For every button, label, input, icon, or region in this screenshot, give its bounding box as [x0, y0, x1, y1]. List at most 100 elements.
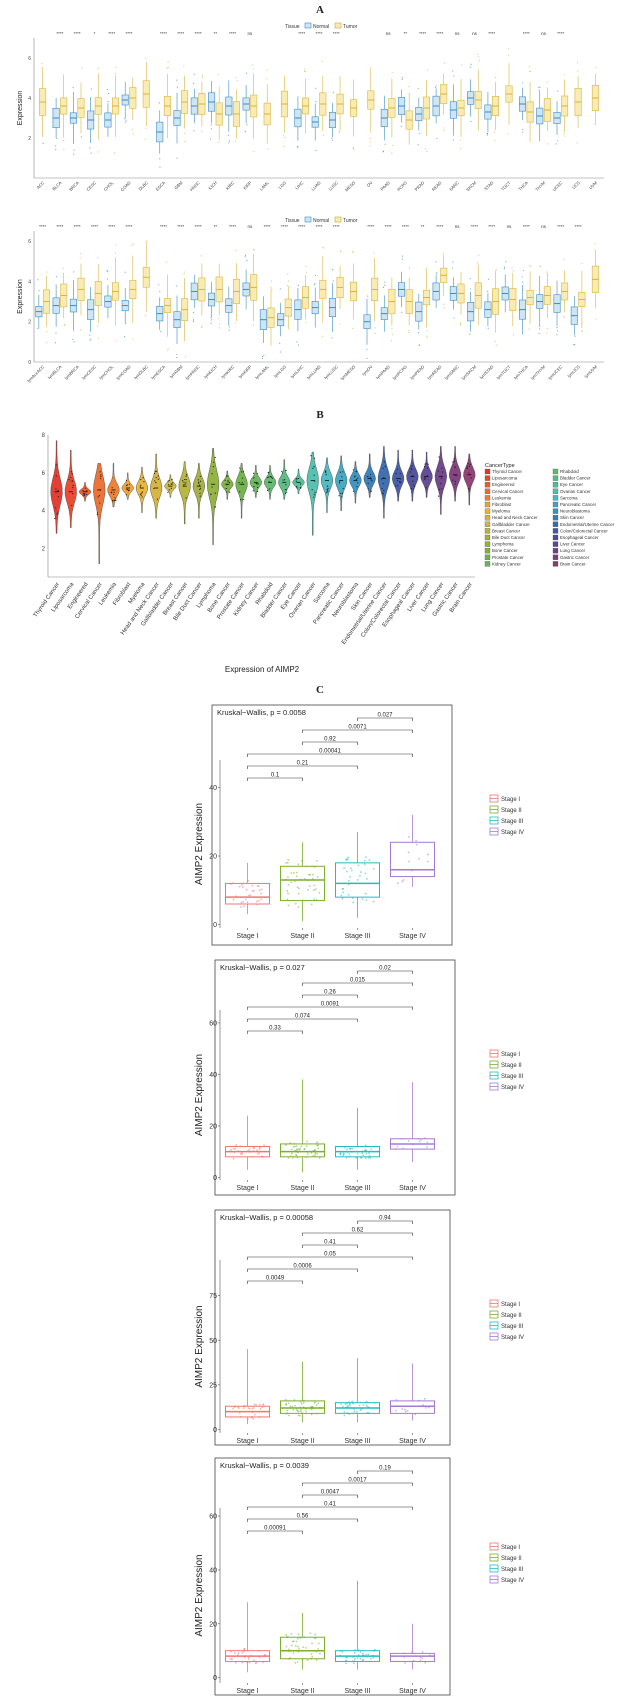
- violin-point: [182, 480, 184, 482]
- jitter-point: [342, 1153, 345, 1156]
- tumor-outlier: [426, 335, 428, 337]
- legend-label: Brain Cancer: [560, 561, 586, 566]
- normal-outlier: [159, 331, 162, 333]
- violin-point: [71, 473, 73, 475]
- jitter-point: [300, 1400, 302, 1403]
- jitter-point: [253, 1413, 256, 1416]
- violin-point: [126, 484, 128, 486]
- significance-label: ns: [386, 31, 392, 36]
- jitter-point: [353, 1659, 356, 1662]
- violin-point: [414, 486, 416, 488]
- comparison-p-value: 0.027: [377, 713, 393, 719]
- comparison-bracket: [247, 777, 303, 781]
- jitter-point: [425, 1146, 428, 1148]
- legend-key: [552, 561, 559, 567]
- normal-outlier: [158, 102, 161, 104]
- jitter-point: [361, 898, 364, 900]
- jitter-point: [424, 1406, 427, 1409]
- violin-point: [155, 476, 157, 479]
- jitter-point: [311, 873, 314, 876]
- x-tick-label: lymCESC: [81, 364, 97, 380]
- x-tick-label: lymDLBC: [133, 364, 149, 380]
- violin-point: [252, 490, 254, 492]
- normal-outlier: [313, 283, 315, 286]
- tumor-outlier: [97, 151, 99, 153]
- legend-label: Kidney Cancer: [492, 561, 521, 566]
- tumor-outlier: [200, 255, 203, 257]
- significance-label: ****: [74, 31, 81, 36]
- y-tick-label: 40: [209, 1567, 217, 1574]
- jitter-point: [297, 892, 300, 895]
- tumor-outlier: [64, 323, 66, 325]
- jitter-point: [395, 1409, 398, 1412]
- violin-point: [99, 502, 101, 504]
- violin-point: [115, 499, 117, 502]
- tumor-outlier: [426, 69, 428, 71]
- y-tick-label: 40: [209, 785, 217, 792]
- normal-outlier: [244, 254, 247, 256]
- x-tick-label: lymMESO: [339, 364, 356, 381]
- tumor-outlier: [563, 316, 565, 319]
- tumor-outlier: [390, 340, 392, 342]
- normal-outlier: [436, 272, 438, 274]
- violin-point: [369, 473, 372, 475]
- tumor-outlier: [495, 344, 497, 346]
- violin-point: [125, 479, 128, 482]
- jitter-point: [369, 1157, 372, 1159]
- legend-normal-key: [304, 216, 312, 223]
- jitter-point: [348, 1404, 351, 1406]
- violin-point: [440, 482, 442, 485]
- tumor-outlier: [495, 269, 497, 271]
- jitter-point: [306, 1140, 308, 1143]
- jitter-point: [292, 1409, 295, 1411]
- normal-outlier: [193, 130, 195, 132]
- jitter-point: [230, 1658, 233, 1660]
- violin-point: [456, 475, 458, 477]
- normal-outlier: [522, 281, 524, 283]
- jitter-point: [340, 1403, 342, 1406]
- jitter-point: [353, 1410, 356, 1413]
- legend-normal-label: Normal: [313, 218, 329, 224]
- tumor-outlier: [266, 69, 268, 71]
- comparison-p-value: 0.074: [295, 1014, 311, 1020]
- normal-outlier: [487, 278, 490, 281]
- y-tick-label: 0: [213, 1675, 217, 1682]
- significance-label: ns: [248, 31, 254, 36]
- violin-point: [99, 477, 101, 479]
- violin-shape: [192, 463, 205, 519]
- tumor-outlier: [167, 347, 169, 350]
- tumor-outlier: [374, 332, 376, 334]
- jitter-point: [292, 1652, 295, 1654]
- violin-point: [441, 471, 444, 473]
- jitter-point: [287, 1402, 290, 1405]
- tumor-outlier: [183, 273, 185, 275]
- tumor-outlier: [374, 327, 376, 329]
- comparison-p-value: 0.62: [352, 1228, 364, 1234]
- tissue-boxplot-bottom: Tissue Normal Tumor0246Expression****lymAc…: [17, 216, 604, 384]
- violin-shape: [93, 463, 106, 564]
- x-tick-label: Stage I: [236, 1438, 258, 1445]
- tumor-outlier: [218, 141, 220, 144]
- violin-point: [113, 491, 115, 493]
- tumor-outlier: [351, 251, 354, 253]
- jitter-point: [297, 1645, 300, 1648]
- y-tick-label: 2: [28, 320, 31, 326]
- tumor-outlier: [202, 76, 204, 78]
- normal-outlier: [435, 273, 437, 275]
- normal-outlier: [89, 339, 91, 341]
- violin-point: [466, 467, 469, 469]
- normal-outlier: [124, 336, 126, 338]
- tumor-outlier: [442, 303, 445, 305]
- tumor-outlier: [200, 326, 203, 329]
- jitter-point: [303, 1636, 306, 1638]
- legend-label: Lung Cancer: [560, 548, 586, 553]
- violin-point: [170, 487, 173, 490]
- violin-point: [256, 490, 259, 493]
- violin-point: [397, 479, 399, 481]
- violin-point: [214, 492, 216, 494]
- legend-label: Leukemia: [492, 495, 512, 500]
- jitter-point: [252, 1417, 255, 1420]
- jitter-point: [241, 1651, 244, 1654]
- violin-point: [225, 475, 228, 477]
- normal-outlier: [332, 268, 334, 271]
